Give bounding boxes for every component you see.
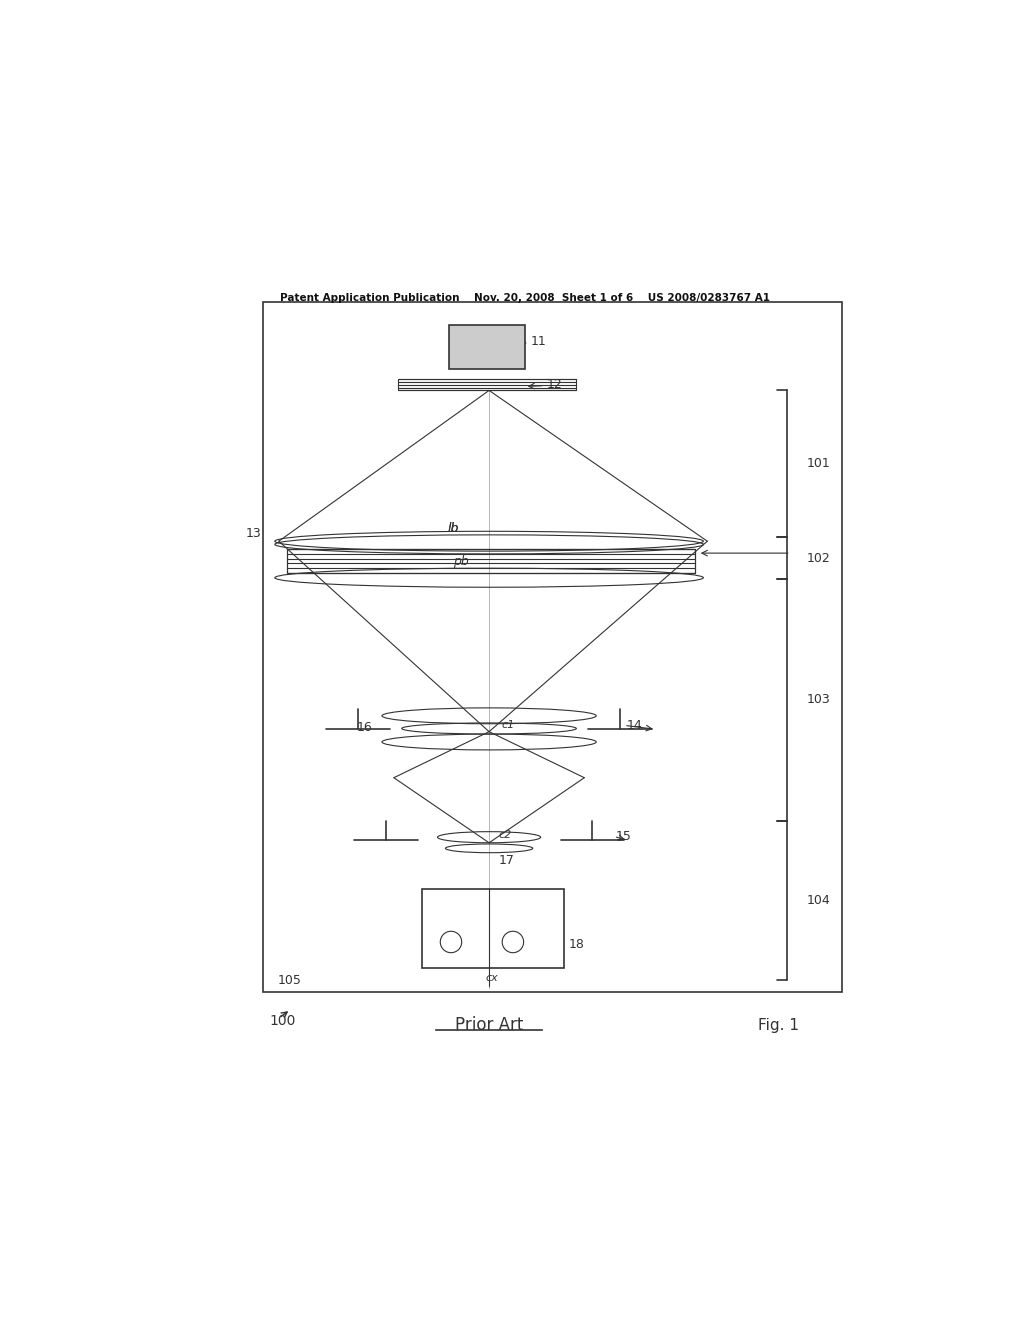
Text: 12: 12	[547, 378, 563, 391]
Text: 102: 102	[807, 552, 830, 565]
Text: 105: 105	[278, 974, 301, 986]
Text: c1: c1	[501, 721, 514, 730]
Text: 11: 11	[531, 335, 547, 347]
Text: lb: lb	[447, 521, 459, 535]
Text: pb: pb	[454, 554, 469, 568]
Text: cx: cx	[485, 973, 498, 982]
Text: 101: 101	[807, 457, 830, 470]
Text: Prior Art: Prior Art	[455, 1016, 523, 1035]
Text: 17: 17	[499, 854, 514, 867]
Text: Fig. 1: Fig. 1	[758, 1018, 800, 1032]
Text: Patent Application Publication    Nov. 20, 2008  Sheet 1 of 6    US 2008/0283767: Patent Application Publication Nov. 20, …	[280, 293, 770, 302]
Bar	[422, 888, 564, 968]
Text: 103: 103	[807, 693, 830, 706]
Bar	[263, 301, 842, 991]
Text: 14: 14	[627, 719, 642, 731]
Text: 104: 104	[807, 894, 830, 907]
Text: 13: 13	[246, 527, 261, 540]
Bar	[397, 379, 577, 391]
Text: c2: c2	[499, 830, 512, 840]
Bar	[450, 325, 524, 370]
Text: 18: 18	[568, 937, 585, 950]
Text: lb: lb	[447, 521, 459, 535]
Text: 100: 100	[269, 1014, 296, 1028]
Bar	[287, 549, 695, 573]
Text: 15: 15	[616, 830, 632, 843]
Text: 16: 16	[356, 721, 373, 734]
